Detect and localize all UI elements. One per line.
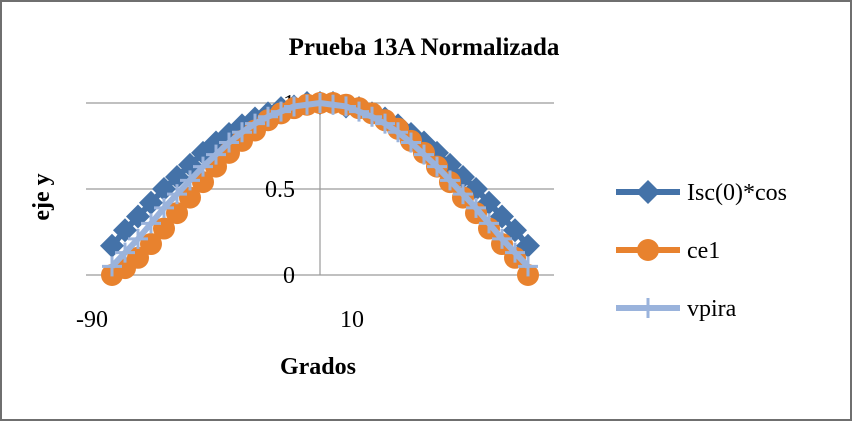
data-point [141, 213, 161, 234]
data-point [401, 132, 421, 153]
legend-label: Isc(0)*cos [687, 180, 787, 206]
legend-item: Isc(0)*cos [616, 180, 787, 206]
data-point [284, 96, 304, 117]
data-point [297, 94, 317, 115]
y-tick-label: 0.5 [265, 177, 295, 203]
legend-label: vpira [687, 296, 737, 322]
data-point [388, 122, 408, 143]
data-point [258, 106, 278, 127]
data-point [479, 213, 499, 234]
data-point [414, 144, 434, 165]
data-point [505, 242, 525, 263]
series-layer [100, 91, 540, 286]
data-point [518, 256, 538, 277]
data-point [193, 156, 213, 177]
axes [86, 103, 554, 276]
y-tick-label: 0 [283, 263, 295, 289]
data-point [154, 197, 174, 218]
data-point [219, 132, 239, 153]
data-point [128, 228, 148, 249]
data-point [179, 186, 201, 209]
data-point [113, 218, 137, 243]
data-point [115, 242, 135, 263]
legend-label: ce1 [687, 238, 720, 264]
data-point [362, 106, 382, 127]
data-point [245, 113, 265, 134]
x-axis-title: Grados [280, 354, 356, 380]
data-point [206, 144, 226, 165]
legend: Isc(0)*cos ce1 vpira [616, 180, 787, 322]
data-point [427, 156, 447, 177]
legend-item: vpira [616, 296, 737, 322]
data-point [323, 94, 343, 115]
data-point [466, 197, 486, 218]
series-vpira [102, 93, 538, 277]
x-tick-label: -90 [76, 307, 108, 333]
data-point [636, 180, 660, 204]
data-point [375, 113, 395, 134]
data-point [165, 164, 189, 189]
data-point [180, 170, 200, 191]
x-tick-label: 10 [340, 307, 364, 333]
data-point [638, 298, 658, 318]
data-point [440, 170, 460, 191]
data-point [310, 93, 330, 113]
data-point [637, 239, 659, 261]
data-point [232, 122, 252, 143]
data-point [100, 233, 124, 258]
data-point [349, 101, 369, 122]
data-point [516, 233, 540, 258]
chart-title: Prueba 13A Normalizada [289, 34, 560, 61]
legend-item: ce1 [616, 238, 720, 264]
data-point [492, 228, 512, 249]
data-point [102, 256, 122, 277]
data-point [336, 96, 356, 117]
data-point [271, 101, 291, 122]
data-point [167, 184, 187, 205]
data-point [453, 184, 473, 205]
y-axis-title: eje y [29, 173, 55, 220]
